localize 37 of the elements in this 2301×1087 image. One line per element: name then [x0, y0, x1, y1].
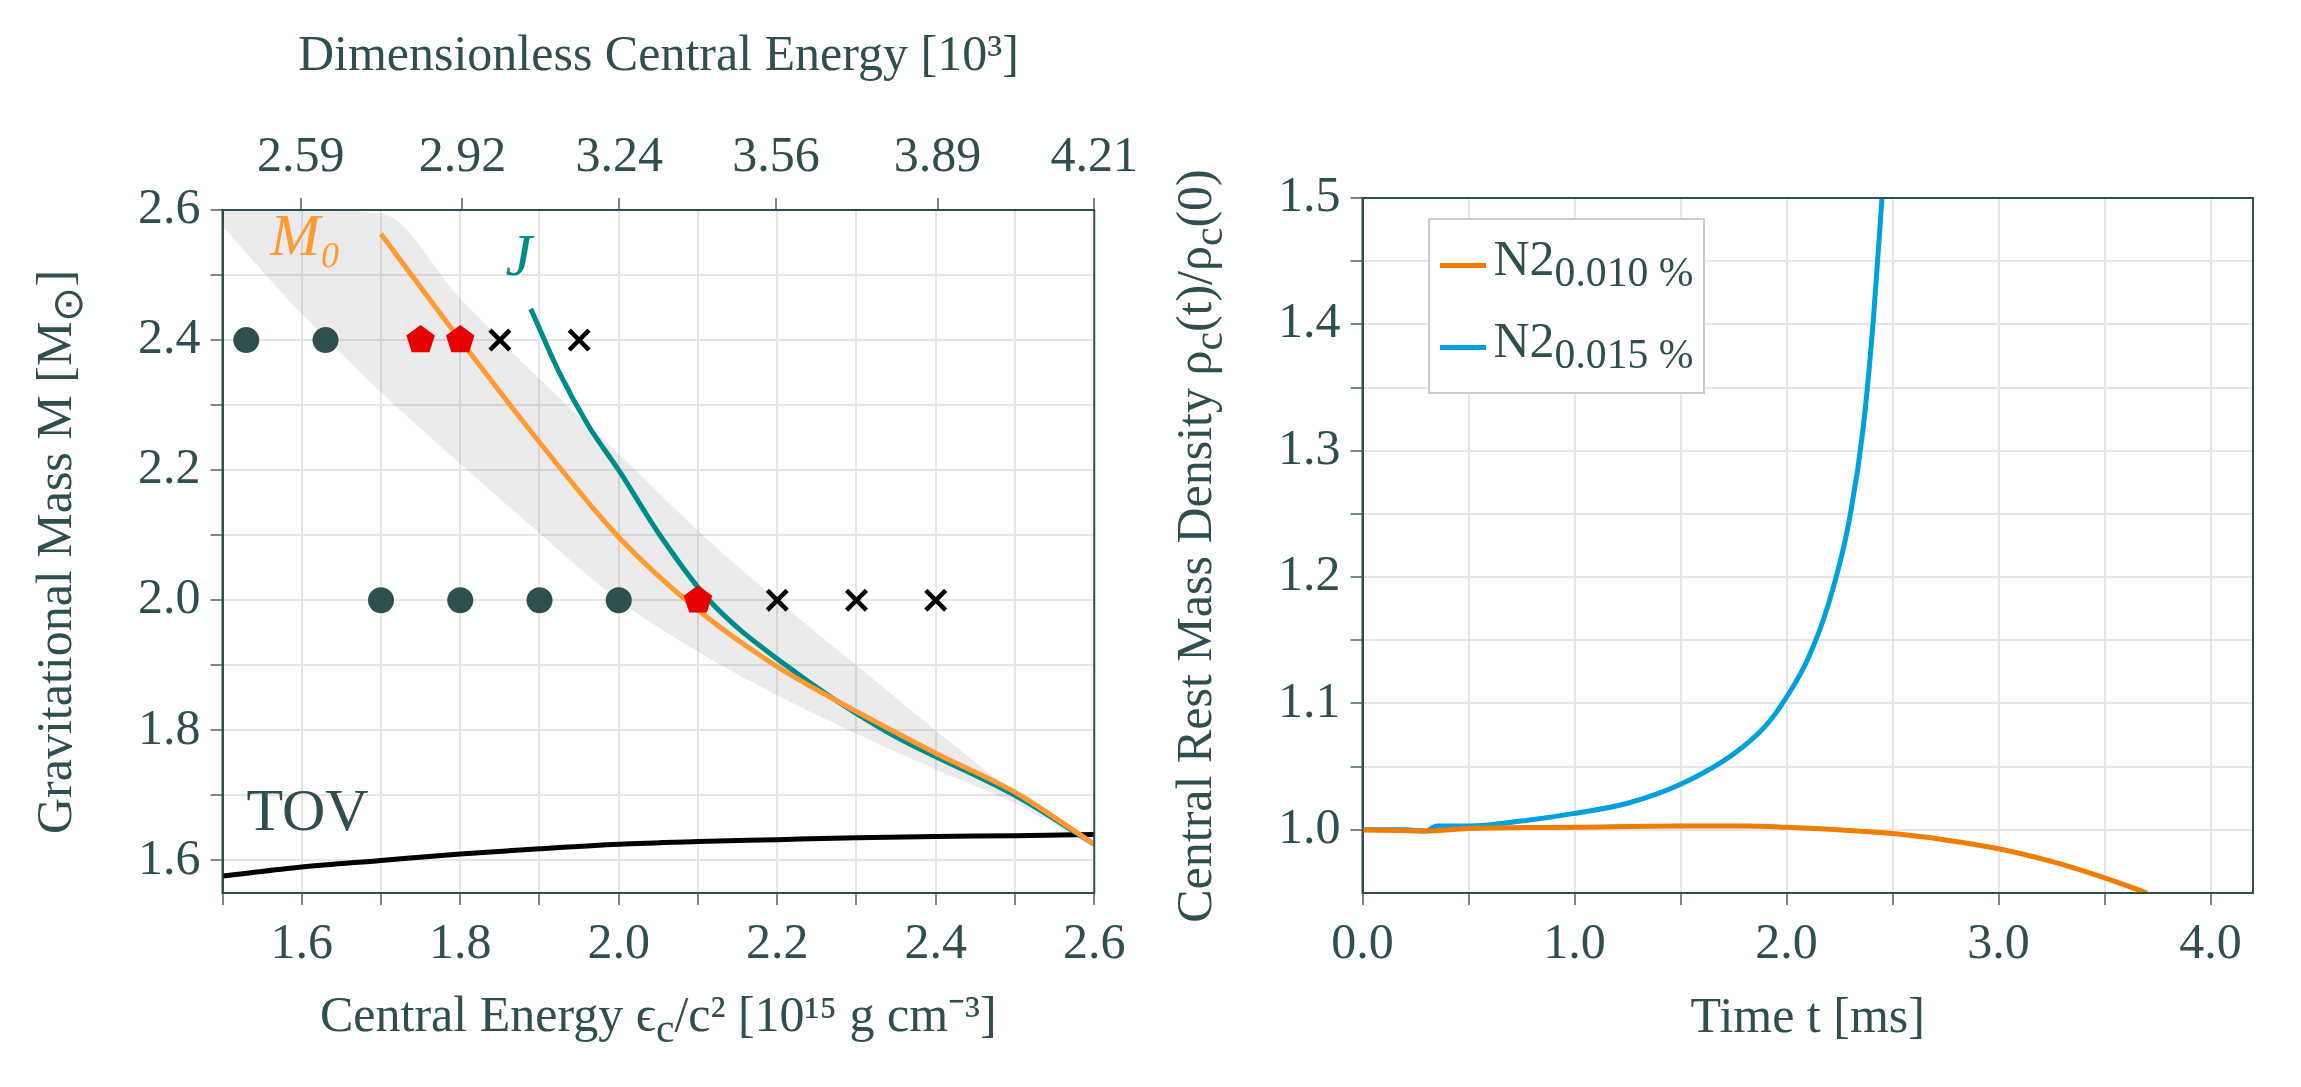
x-tick-label: 3.0	[1967, 913, 2030, 970]
x-tick-label: 2.6	[1063, 913, 1126, 970]
x2-tick-label: 4.21	[1050, 126, 1138, 183]
x-tick-label: 1.0	[1543, 913, 1606, 970]
y-tick-label: 2.0	[138, 568, 201, 625]
y-tick-label: 1.3	[1278, 418, 1341, 475]
x2-tick-label: 3.24	[575, 126, 663, 183]
y-tick-label: 2.6	[138, 178, 201, 235]
x-tick-label: 2.2	[746, 913, 809, 970]
x2-tick-label: 2.92	[418, 126, 507, 183]
series-label: J	[505, 221, 535, 288]
x-tick-label: 2.4	[904, 913, 967, 970]
series-label: TOV	[246, 776, 369, 843]
legend-label: N2$_{0.015 %}$	[1493, 311, 1694, 379]
x-tick-label: 2.0	[1755, 913, 1818, 970]
x2-axis-title: Dimensionless Central Energy [10³]	[297, 24, 1019, 82]
x-tick-label: 1.6	[270, 913, 333, 970]
y-tick-label: 2.4	[138, 308, 201, 365]
legend-label: N2$_{0.010 %}$	[1493, 229, 1694, 297]
series-label: M₀	[269, 201, 341, 268]
x-tick-label: 1.8	[429, 913, 492, 970]
y-tick-label: 1.2	[1278, 545, 1341, 602]
y-tick-label: 1.0	[1278, 797, 1341, 854]
y-tick-label: 1.5	[1278, 166, 1341, 223]
y-tick-label: 1.4	[1278, 292, 1341, 349]
x-tick-label: 2.0	[587, 913, 650, 970]
y-tick-label: 1.1	[1278, 671, 1341, 728]
y-tick-label: 2.2	[138, 438, 201, 495]
x2-tick-label: 3.56	[732, 126, 820, 183]
x-axis-title: Central Energy ϵ$_{c}$/c² [10¹⁵ g cm⁻³]	[319, 985, 997, 1052]
y-tick-label: 1.8	[138, 698, 201, 755]
x-axis-title: Time t [ms]	[1690, 986, 1925, 1044]
x-tick-label: 0.0	[1331, 913, 1394, 970]
x2-tick-label: 3.89	[893, 126, 982, 183]
y-tick-label: 1.6	[138, 828, 201, 885]
x2-tick-label: 2.59	[257, 126, 345, 183]
x-tick-label: 4.0	[2179, 913, 2242, 970]
